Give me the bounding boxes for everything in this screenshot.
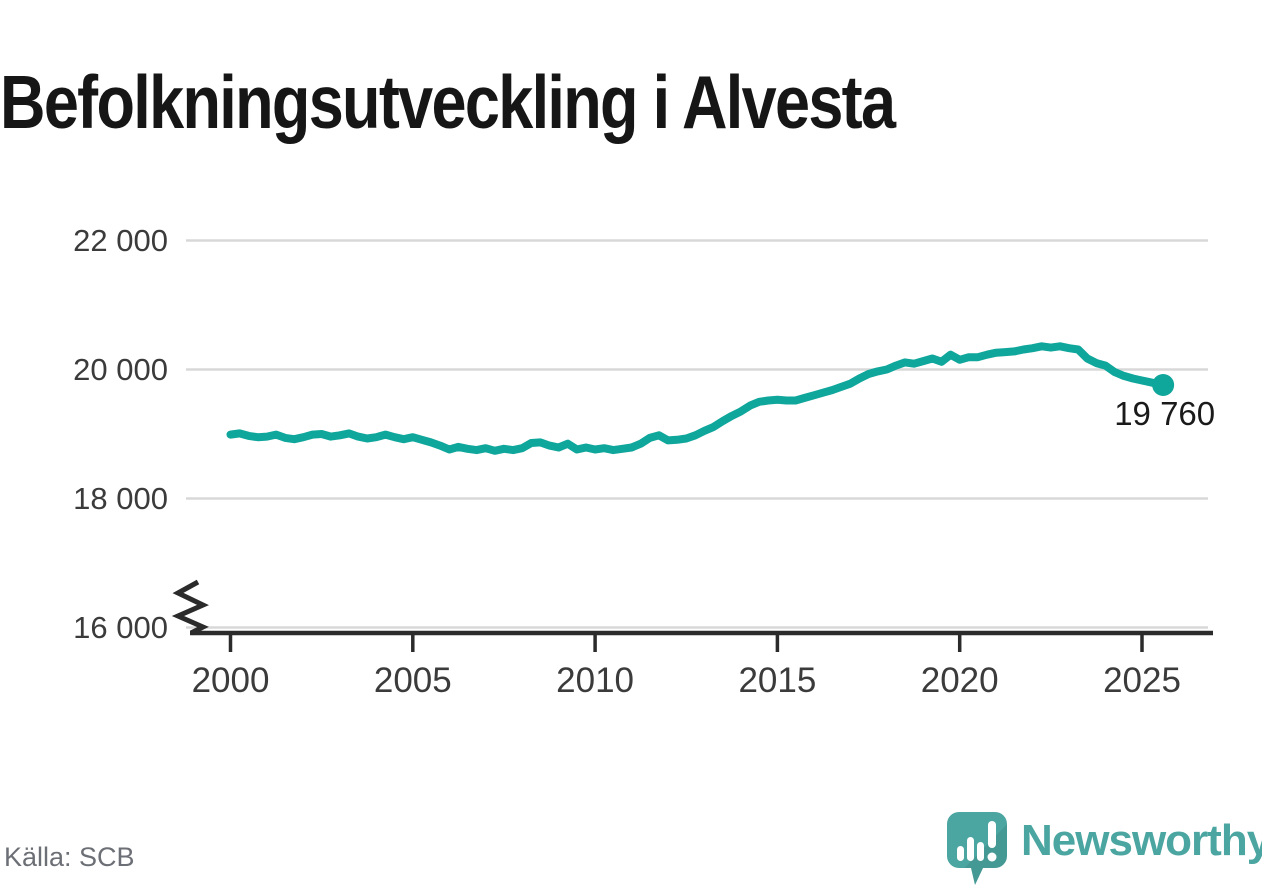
newsworthy-logo: Newsworthy (945, 810, 1262, 888)
source-note: Källa: SCB (4, 842, 135, 872)
x-axis-tick-label: 2015 (738, 661, 817, 700)
axis-break-icon (171, 579, 209, 636)
x-axis-tick-label: 2005 (373, 661, 452, 700)
y-axis-tick-label: 20 000 (73, 351, 168, 387)
population-line (226, 342, 1168, 455)
y-axis-tick-label: 22 000 (73, 222, 168, 258)
newsworthy-wordmark: Newsworthy (1021, 816, 1262, 865)
last-value-label: 19 760 (1114, 394, 1216, 432)
y-axis-tick-label: 18 000 (73, 480, 168, 516)
x-axis-tick-label: 2025 (1103, 661, 1181, 700)
y-axis-tick-label: 16 000 (73, 609, 168, 645)
newsworthy-bubble-chart-icon (947, 812, 1007, 885)
chart-title: Befolkningsutveckling i Alvesta (0, 60, 896, 145)
x-axis-tick-label: 2010 (556, 661, 635, 700)
x-axis-tick-label: 2000 (191, 661, 270, 700)
last-point-marker (1152, 373, 1175, 396)
x-axis-tick-label: 2020 (920, 661, 999, 700)
